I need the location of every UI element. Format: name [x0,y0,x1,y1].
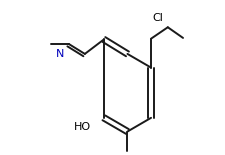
Text: Cl: Cl [152,13,163,23]
Text: HO: HO [74,122,90,132]
Text: N: N [56,49,64,59]
